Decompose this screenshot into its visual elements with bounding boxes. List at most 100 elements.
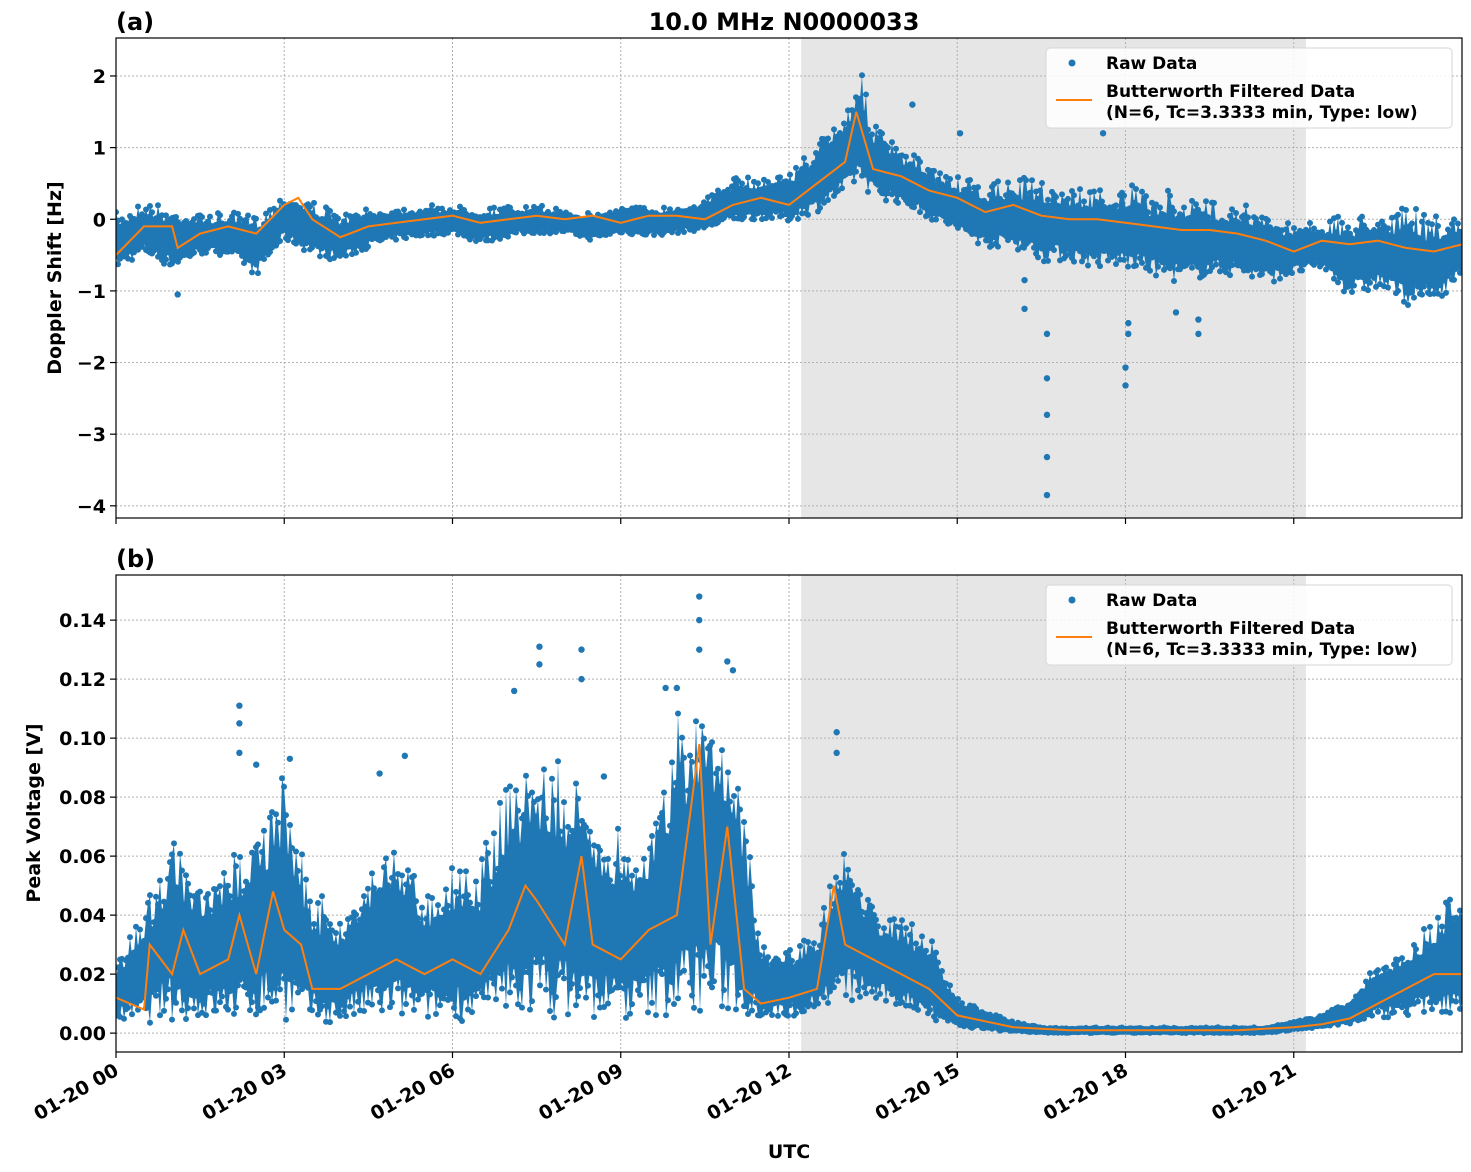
- axes-frame: [115, 574, 1463, 1053]
- raw-data-point: [739, 180, 745, 187]
- raw-data-point: [1122, 364, 1129, 371]
- raw-data-point: [549, 775, 555, 782]
- raw-data-point: [945, 180, 951, 187]
- raw-data-point: [181, 901, 187, 908]
- raw-data-point: [699, 723, 705, 730]
- raw-data-point: [286, 755, 294, 762]
- raw-data-point: [1385, 284, 1391, 291]
- raw-data-point: [1135, 248, 1141, 255]
- raw-data-point: [889, 139, 895, 146]
- raw-data-point: [241, 888, 247, 895]
- raw-data-point: [823, 980, 829, 987]
- raw-data-point: [711, 791, 717, 798]
- raw-data-point: [391, 849, 397, 856]
- raw-data-point: [687, 979, 693, 986]
- raw-data-point: [145, 1003, 151, 1010]
- raw-data-point: [1403, 964, 1409, 971]
- raw-data-point: [653, 1012, 659, 1019]
- raw-data-point: [1447, 229, 1453, 236]
- raw-data-point: [1133, 186, 1139, 193]
- raw-data-point: [481, 877, 487, 884]
- raw-data-point: [741, 214, 747, 221]
- raw-data-point: [413, 898, 419, 905]
- raw-data-point: [617, 872, 623, 879]
- raw-data-point: [1043, 375, 1051, 382]
- raw-data-point: [1163, 216, 1169, 223]
- raw-data-point: [529, 789, 535, 796]
- raw-data-point: [849, 997, 855, 1004]
- raw-data-point: [575, 993, 581, 1000]
- raw-data-point: [207, 213, 213, 220]
- raw-data-point: [491, 980, 497, 987]
- raw-data-point: [1415, 283, 1421, 290]
- raw-data-point: [203, 1012, 209, 1019]
- raw-data-point: [1013, 238, 1019, 245]
- raw-data-point: [1443, 289, 1449, 296]
- raw-data-point: [651, 860, 657, 867]
- raw-data-point: [355, 922, 361, 929]
- raw-data-point: [1339, 274, 1345, 281]
- raw-data-point: [283, 812, 289, 819]
- raw-data-point: [659, 809, 665, 816]
- raw-data-point: [941, 185, 947, 192]
- raw-data-point: [235, 982, 241, 989]
- raw-data-point: [649, 833, 655, 840]
- raw-data-point: [545, 965, 551, 972]
- raw-data-point: [295, 867, 301, 874]
- raw-data-point: [205, 218, 211, 225]
- raw-data-point: [427, 991, 433, 998]
- raw-data-point: [689, 758, 695, 765]
- raw-data-point: [469, 905, 475, 912]
- raw-data-point: [787, 1002, 793, 1009]
- raw-data-point: [749, 883, 755, 890]
- raw-data-point: [1043, 411, 1051, 419]
- raw-data-point: [843, 992, 849, 999]
- raw-data-point: [221, 870, 227, 877]
- raw-data-point: [1133, 262, 1139, 269]
- raw-data-point: [793, 209, 799, 216]
- raw-data-point: [749, 1007, 755, 1014]
- raw-data-point: [1211, 199, 1217, 206]
- raw-data-point: [1375, 967, 1381, 974]
- y-tick-label: −3: [77, 424, 106, 446]
- raw-data-point: [691, 228, 697, 235]
- raw-data-point: [177, 850, 183, 857]
- raw-data-point: [157, 251, 163, 258]
- raw-data-point: [721, 987, 727, 994]
- raw-data-point: [1121, 192, 1127, 199]
- raw-data-point: [1329, 265, 1335, 272]
- raw-data-point: [387, 1004, 393, 1011]
- raw-data-point: [717, 783, 723, 790]
- raw-data-point: [163, 901, 169, 908]
- raw-data-point: [255, 841, 261, 848]
- raw-data-point: [431, 985, 437, 992]
- raw-data-point: [1227, 272, 1233, 279]
- raw-data-point: [185, 1005, 191, 1012]
- raw-data-point: [135, 203, 141, 210]
- raw-data-point: [1203, 198, 1209, 205]
- raw-data-point: [805, 211, 811, 218]
- raw-data-point: [1065, 245, 1071, 252]
- raw-data-point: [1179, 213, 1185, 220]
- raw-data-point: [1365, 287, 1371, 294]
- raw-data-point: [423, 915, 429, 922]
- raw-data-point: [987, 191, 993, 198]
- raw-data-point: [629, 872, 635, 879]
- raw-data-point: [873, 123, 879, 130]
- raw-data-point: [317, 253, 323, 260]
- raw-data-point: [713, 770, 719, 777]
- raw-data-point: [571, 226, 577, 233]
- raw-data-point: [427, 226, 433, 233]
- raw-data-point: [851, 964, 857, 971]
- raw-data-point: [1405, 227, 1411, 234]
- raw-data-point: [383, 855, 389, 862]
- raw-data-point: [853, 973, 859, 980]
- raw-data-point: [1207, 219, 1213, 226]
- raw-data-point: [789, 957, 795, 964]
- raw-data-point: [525, 969, 531, 976]
- raw-data-point: [299, 851, 305, 858]
- raw-data-point: [1125, 330, 1132, 338]
- raw-data-point: [897, 924, 903, 931]
- raw-data-point: [662, 684, 669, 692]
- raw-data-point: [583, 216, 589, 223]
